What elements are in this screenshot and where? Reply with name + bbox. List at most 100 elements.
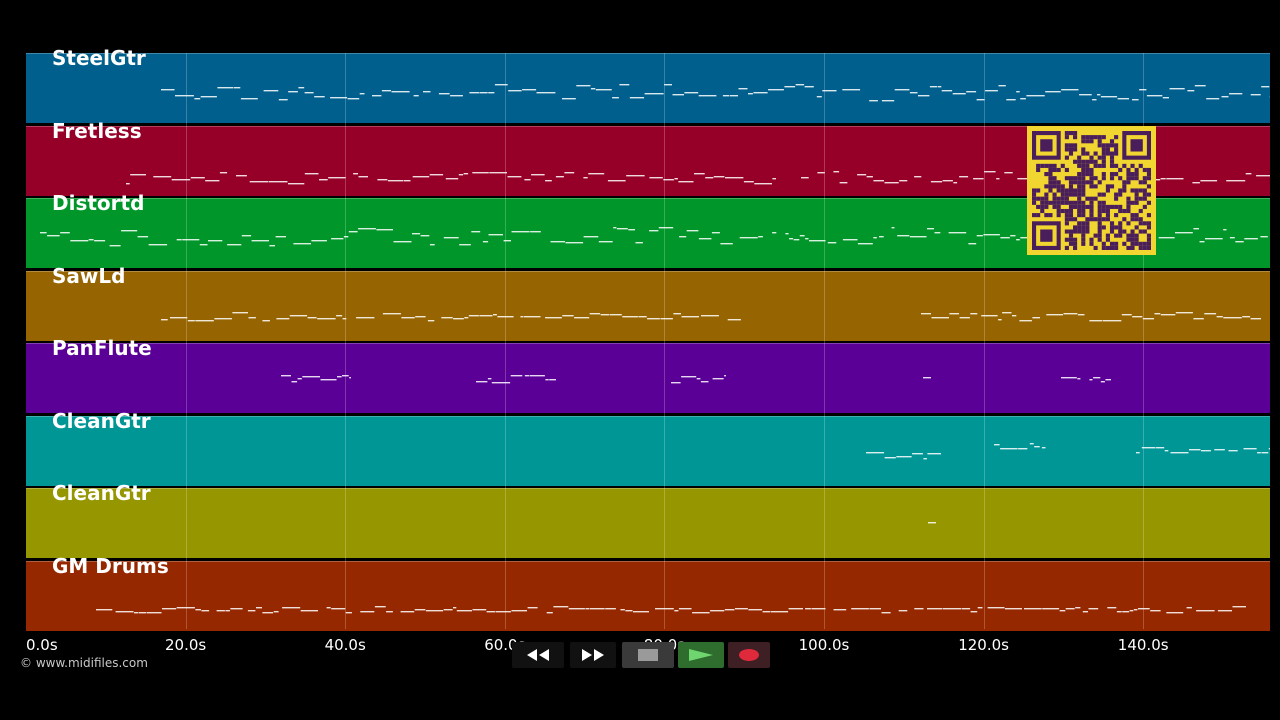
rewind-button[interactable] bbox=[512, 642, 564, 668]
qr-code-pattern bbox=[1032, 131, 1151, 250]
qr-finder bbox=[1040, 229, 1053, 242]
qr-module bbox=[1073, 200, 1078, 205]
note-mark bbox=[487, 378, 492, 380]
note-mark bbox=[348, 231, 358, 233]
qr-module bbox=[1048, 180, 1053, 185]
qr-module bbox=[1134, 237, 1139, 242]
note-mark bbox=[930, 180, 943, 182]
qr-module bbox=[1056, 184, 1061, 189]
qr-module bbox=[1068, 184, 1074, 189]
note-mark bbox=[1089, 319, 1103, 321]
note-mark bbox=[377, 178, 388, 180]
qr-module bbox=[1130, 233, 1135, 238]
qr-module bbox=[1105, 237, 1110, 242]
qr-module bbox=[1052, 180, 1057, 185]
qr-module bbox=[1085, 163, 1090, 168]
track-lane[interactable]: CleanGtr bbox=[26, 409, 1270, 486]
note-mark bbox=[1010, 235, 1016, 237]
play-icon bbox=[689, 649, 713, 661]
note-mark bbox=[914, 607, 924, 609]
note-mark bbox=[401, 316, 415, 318]
note-mark bbox=[479, 314, 493, 316]
qr-module bbox=[1097, 221, 1102, 226]
note-mark bbox=[692, 611, 710, 613]
note-mark bbox=[696, 378, 701, 380]
qr-module bbox=[1114, 204, 1119, 209]
copyright-text: © www.midifiles.com bbox=[20, 656, 148, 670]
note-mark bbox=[758, 236, 763, 238]
note-mark bbox=[415, 315, 426, 317]
qr-module bbox=[1081, 151, 1086, 156]
qr-module bbox=[1097, 217, 1102, 222]
note-mark bbox=[47, 235, 60, 237]
note-mark bbox=[562, 314, 574, 316]
note-mark bbox=[679, 236, 687, 238]
play-button[interactable] bbox=[678, 642, 724, 668]
note-mark bbox=[307, 316, 317, 318]
note-mark bbox=[393, 241, 412, 243]
note-mark bbox=[842, 239, 858, 241]
note-mark bbox=[583, 236, 599, 238]
note-mark bbox=[529, 375, 545, 377]
qr-module bbox=[1085, 172, 1090, 177]
qr-module bbox=[1056, 167, 1061, 173]
record-button[interactable] bbox=[728, 642, 770, 668]
note-mark bbox=[931, 316, 949, 318]
qr-module bbox=[1052, 196, 1057, 201]
note-mark bbox=[249, 180, 269, 182]
qr-module bbox=[1052, 204, 1057, 209]
track-lane[interactable]: CleanGtr bbox=[26, 481, 1270, 558]
note-mark bbox=[497, 315, 514, 317]
note-mark bbox=[869, 100, 878, 102]
qr-module bbox=[1081, 139, 1086, 144]
track-lane[interactable]: PanFlute bbox=[26, 336, 1270, 413]
track-lane[interactable]: GM Drums bbox=[26, 554, 1270, 631]
qr-module bbox=[1114, 192, 1119, 197]
qr-module bbox=[1109, 241, 1115, 246]
qr-module bbox=[1130, 176, 1135, 181]
note-mark bbox=[727, 318, 741, 320]
track-name: PanFlute bbox=[52, 336, 152, 360]
note-mark bbox=[711, 232, 720, 234]
note-mark bbox=[694, 172, 705, 174]
qr-module bbox=[1068, 176, 1074, 181]
note-mark bbox=[816, 96, 822, 98]
qr-module bbox=[1134, 172, 1139, 177]
note-mark bbox=[522, 89, 537, 91]
note-mark bbox=[1223, 229, 1227, 231]
qr-module bbox=[1081, 176, 1086, 181]
note-mark bbox=[96, 608, 113, 610]
note-mark bbox=[1004, 171, 1013, 173]
note-mark bbox=[302, 376, 320, 378]
note-mark bbox=[686, 230, 699, 232]
track-lane[interactable]: SawLd bbox=[26, 264, 1270, 341]
note-mark bbox=[214, 317, 232, 319]
note-mark bbox=[894, 89, 910, 91]
note-mark bbox=[1160, 313, 1176, 315]
note-mark bbox=[494, 84, 508, 86]
note-mark bbox=[443, 237, 459, 239]
qr-module bbox=[1122, 217, 1127, 222]
note-mark bbox=[464, 316, 469, 318]
note-mark bbox=[953, 181, 958, 183]
qr-module bbox=[1073, 131, 1078, 136]
note-mark bbox=[70, 240, 89, 242]
note-mark bbox=[195, 319, 214, 321]
qr-module bbox=[1064, 200, 1069, 205]
track-name: GM Drums bbox=[52, 553, 169, 578]
qr-module bbox=[1064, 213, 1069, 218]
note-mark bbox=[1199, 241, 1205, 243]
qr-module bbox=[1048, 172, 1053, 177]
qr-module bbox=[1064, 167, 1069, 173]
fast-forward-button[interactable] bbox=[570, 642, 616, 668]
qr-module bbox=[1032, 188, 1037, 193]
note-mark bbox=[182, 239, 200, 241]
stop-button[interactable] bbox=[622, 642, 674, 668]
qr-module bbox=[1081, 229, 1086, 234]
note-mark bbox=[968, 243, 977, 245]
qr-module bbox=[1109, 245, 1115, 250]
note-mark bbox=[109, 245, 121, 247]
note-mark bbox=[1137, 607, 1150, 609]
note-mark bbox=[973, 177, 984, 179]
track-lane[interactable]: SteelGtr bbox=[26, 46, 1270, 123]
